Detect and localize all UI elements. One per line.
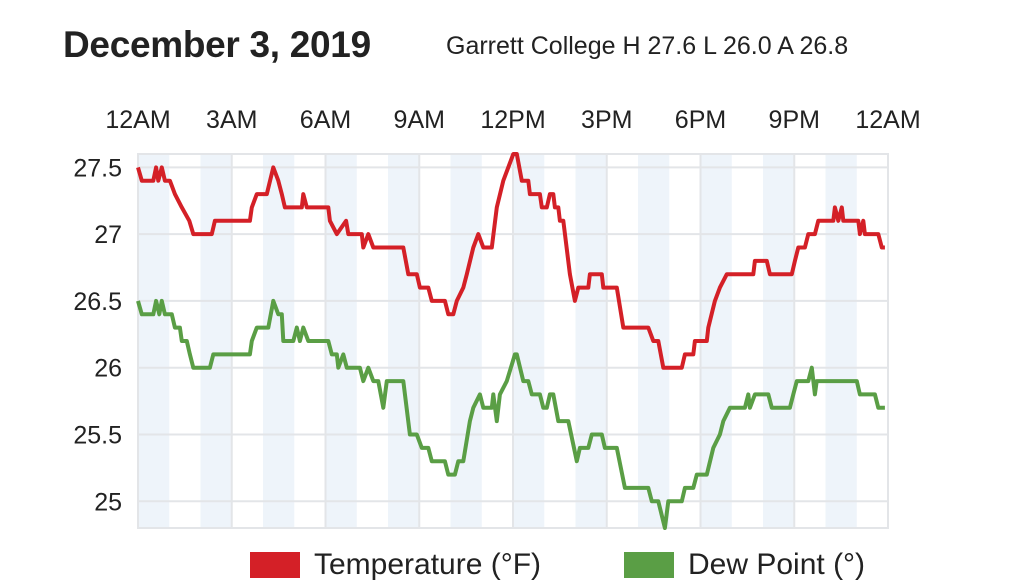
legend-item-dew-point[interactable]: Dew Point (°) [624,548,865,582]
legend-label: Dew Point (°) [688,548,866,581]
y-tick-label: 25 [94,488,122,516]
y-tick-label: 26 [94,355,122,383]
series-lines [136,152,885,530]
x-tick-label: 6PM [675,106,726,134]
y-tick-label: 26.5 [73,288,122,316]
x-tick-label: 12AM [105,106,170,134]
x-tick-label: 12PM [480,106,545,134]
x-tick-label: 9PM [769,106,820,134]
hour-bands [138,154,857,528]
x-tick-label: 3PM [581,106,632,134]
hour-band [138,154,170,528]
x-tick-label: 9AM [394,106,445,134]
legend-label: Temperature (°F) [314,548,542,581]
x-tick-label: 3AM [206,106,257,134]
hour-band [388,154,420,528]
dew-point-line [136,298,885,530]
station-summary: Garrett College H 27.6 L 26.0 A 26.8 [446,32,849,60]
temperature-swatch [250,552,300,578]
y-tick-label: 27 [94,221,122,249]
hour-band [200,154,232,528]
x-axis-ticks: 12AM 3AM 6AM 9AM 12PM 3PM 6PM 9PM 12AM [105,106,920,134]
hour-band [513,154,545,528]
y-tick-label: 27.5 [73,154,122,182]
x-tick-label: 12AM [855,106,920,134]
temperature-line [136,152,885,370]
chart-date-title: December 3, 2019 [63,24,371,65]
y-axis-ticks: 25 25.5 26 26.5 27 27.5 [73,154,122,516]
legend-item-temperature[interactable]: Temperature (°F) [250,548,541,582]
hour-band [575,154,607,528]
x-tick-label: 6AM [300,106,351,134]
dew-point-swatch [624,552,674,578]
y-tick-label: 25.5 [73,422,122,450]
hour-band [763,154,795,528]
